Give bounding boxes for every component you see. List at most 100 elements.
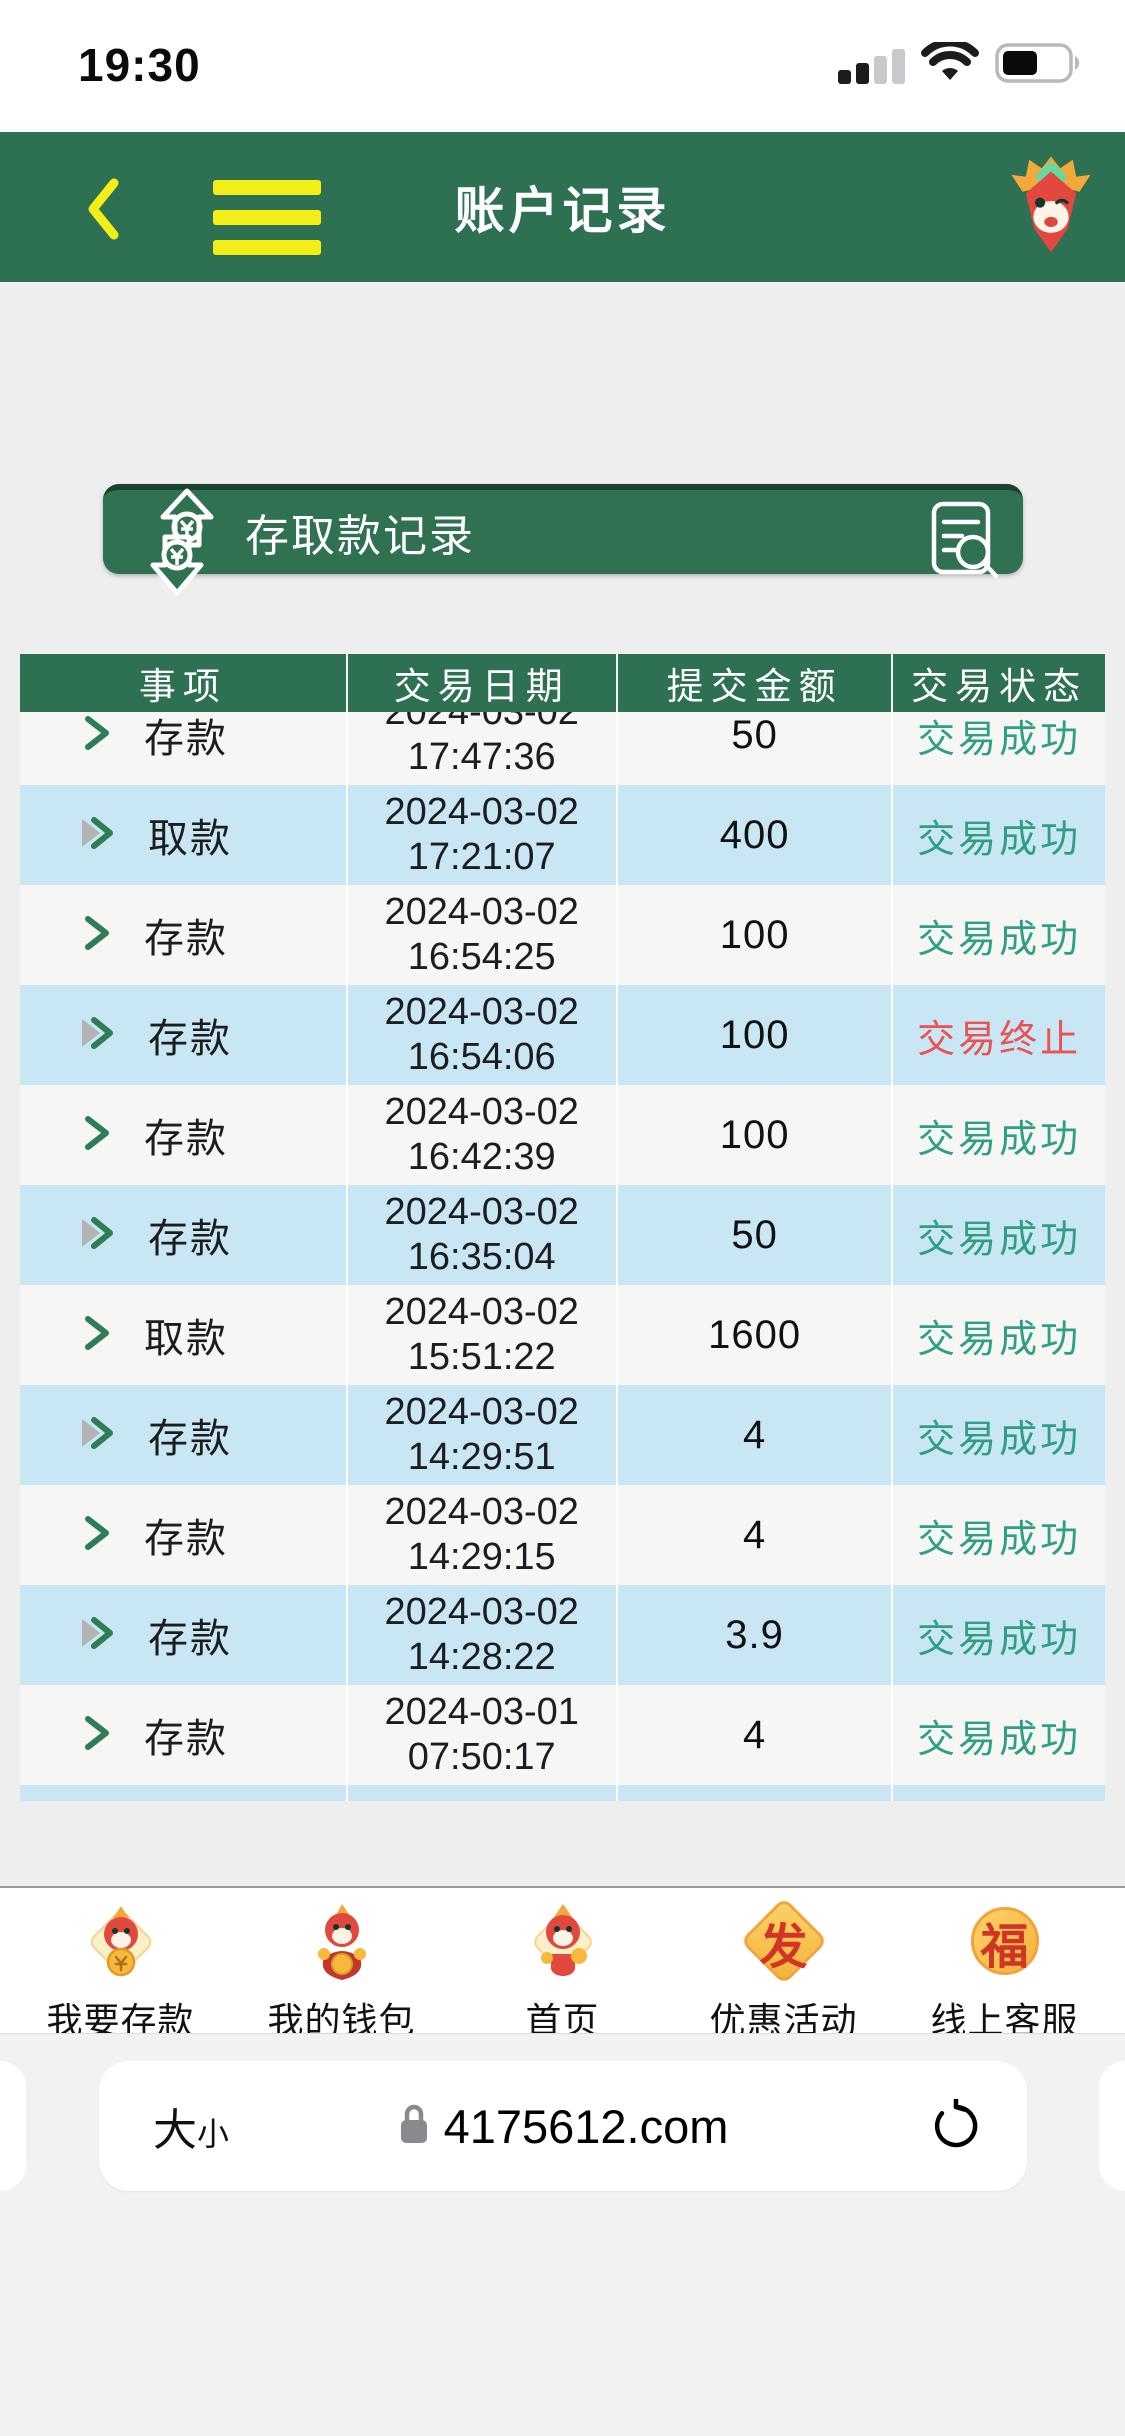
table-row[interactable]: 存款 2024-03-02 16:42:39 100 交易成功	[20, 1085, 1105, 1185]
status-bar: 19:30	[0, 0, 1125, 132]
table-row[interactable]: 存款 2024-03-02 17:47:36 50 交易成功	[20, 712, 1105, 785]
transaction-datetime: 2024-03-02 16:54:06	[384, 991, 579, 1078]
expand-arrow-icon[interactable]	[78, 1013, 118, 1058]
dragon-mascot-icon[interactable]	[1009, 156, 1093, 261]
transaction-amount: 4	[742, 1412, 767, 1457]
transaction-amount: 400	[719, 812, 790, 857]
table-header: 事项 交易日期 提交金额 交易状态	[20, 654, 1105, 712]
nav-item-deposit[interactable]: 我要存款	[16, 1896, 226, 2044]
transaction-datetime: 2024-03-02 14:29:51	[384, 1391, 579, 1478]
transaction-amount: 50	[731, 1212, 778, 1257]
table-row-partial	[20, 1785, 1105, 1801]
expand-chevron-icon[interactable]	[78, 1514, 114, 1557]
address-bar[interactable]: 大小 4175612.com	[99, 2061, 1027, 2191]
transaction-status: 交易成功	[917, 1318, 1082, 1361]
transaction-status: 交易成功	[917, 1718, 1082, 1761]
table-row[interactable]: 存款 2024-03-02 16:35:04 50 交易成功	[20, 1185, 1105, 1285]
expand-arrow-icon[interactable]	[78, 1413, 118, 1458]
service-icon: 福	[959, 1896, 1051, 1988]
transaction-status: 交易成功	[917, 1118, 1082, 1161]
table-row[interactable]: 存款 2024-03-02 16:54:25 100 交易成功	[20, 885, 1105, 985]
transaction-amount: 100	[719, 1112, 790, 1157]
search-records-icon[interactable]	[929, 500, 1001, 585]
transaction-datetime: 2024-03-02 14:28:22	[384, 1591, 579, 1678]
transaction-datetime: 2024-03-02 16:54:25	[384, 891, 579, 978]
page-body: 存取款记录 事项 交易日期 提交金额 交易状态	[0, 282, 1125, 1886]
transaction-amount: 4	[742, 1512, 767, 1557]
table-row[interactable]: 取款 2024-03-02 15:51:22 1600 交易成功	[20, 1285, 1105, 1385]
transaction-type: 存款	[148, 1417, 232, 1461]
service-glyph: 福	[980, 1921, 1029, 1974]
transaction-status: 交易成功	[917, 918, 1082, 961]
promo-glyph: 发	[759, 1921, 808, 1974]
expand-arrow-icon[interactable]	[78, 1613, 118, 1658]
transaction-amount: 100	[719, 1012, 790, 1057]
expand-arrow-icon[interactable]	[78, 1213, 118, 1258]
promo-icon: 发	[738, 1896, 830, 1988]
home-mascot-icon	[517, 1896, 609, 1988]
app-header: 账户记录	[0, 132, 1125, 282]
table-row[interactable]: 存款 2024-03-02 16:54:06 100 交易终止	[20, 985, 1105, 1085]
transaction-status: 交易成功	[917, 818, 1082, 861]
transaction-type: 存款	[144, 1717, 228, 1761]
nav-item-customer-service[interactable]: 福 线上客服	[900, 1896, 1110, 2044]
transaction-amount: 4	[742, 1712, 767, 1757]
expand-chevron-icon[interactable]	[78, 714, 114, 757]
column-header-amount: 提交金额	[618, 654, 894, 712]
table-row[interactable]: 存款 2024-03-02 14:29:15 4 交易成功	[20, 1485, 1105, 1585]
column-header-status: 交易状态	[911, 666, 1088, 707]
next-tab-fragment[interactable]	[1099, 2061, 1125, 2191]
deposit-mascot-icon	[75, 1896, 167, 1988]
transaction-datetime: 2024-03-02 14:29:15	[384, 1491, 579, 1578]
transaction-amount: 1600	[708, 1312, 802, 1357]
expand-arrow-icon[interactable]	[78, 813, 118, 858]
table-row[interactable]: 存款 2024-03-02 14:29:51 4 交易成功	[20, 1385, 1105, 1485]
transaction-status: 交易成功	[917, 1518, 1082, 1561]
menu-icon[interactable]	[213, 180, 321, 255]
transaction-datetime: 2024-03-02 17:21:07	[384, 791, 579, 878]
expand-chevron-icon[interactable]	[78, 1314, 114, 1357]
deposit-withdraw-records-banner[interactable]: 存取款记录	[103, 484, 1023, 595]
transaction-status: 交易成功	[917, 1218, 1082, 1261]
transaction-type: 存款	[144, 717, 228, 761]
transaction-status: 交易成功	[917, 1618, 1082, 1661]
transaction-type: 取款	[148, 817, 232, 861]
previous-tab-fragment[interactable]	[0, 2061, 26, 2191]
battery-icon	[995, 42, 1083, 89]
bottom-nav: 我要存款 我的钱包	[0, 1888, 1125, 2041]
banner-title: 存取款记录	[245, 512, 475, 561]
table-row[interactable]: 存款 2024-03-01 07:50:17 4 交易成功	[20, 1685, 1105, 1785]
transaction-type: 存款	[148, 1617, 232, 1661]
table-row[interactable]: 存款 2024-03-02 14:28:22 3.9 交易成功	[20, 1585, 1105, 1685]
nav-item-home[interactable]: 首页	[458, 1896, 668, 2044]
transaction-amount: 100	[719, 912, 790, 957]
status-icons	[838, 38, 1083, 89]
expand-chevron-icon[interactable]	[78, 914, 114, 957]
lock-icon	[398, 2102, 430, 2151]
transaction-type: 存款	[148, 1217, 232, 1261]
column-header-date: 交易日期	[348, 654, 618, 712]
transaction-status: 交易成功	[917, 1418, 1082, 1461]
wifi-icon	[921, 38, 979, 89]
transaction-type: 存款	[144, 917, 228, 961]
wallet-mascot-icon	[296, 1896, 388, 1988]
table-body: 存款 2024-03-02 17:47:36 50 交易成功	[20, 712, 1105, 1801]
transaction-type: 存款	[148, 1017, 232, 1061]
expand-chevron-icon[interactable]	[78, 1114, 114, 1157]
nav-divider	[0, 1886, 1125, 1888]
transaction-datetime: 2024-03-02 15:51:22	[384, 1291, 579, 1378]
transaction-datetime: 2024-03-02 16:35:04	[384, 1191, 579, 1278]
nav-item-promotions[interactable]: 发 优惠活动	[679, 1896, 889, 2044]
expand-chevron-icon[interactable]	[78, 1714, 114, 1757]
reload-icon[interactable]	[929, 2097, 983, 2158]
text-size-button[interactable]: 大小	[153, 2106, 230, 2155]
url-text: 4175612.com	[443, 2099, 729, 2153]
transaction-type: 取款	[144, 1317, 228, 1361]
table-row[interactable]: 取款 2024-03-02 17:21:07 400 交易成功	[20, 785, 1105, 885]
transaction-datetime: 2024-03-01 07:50:17	[384, 1691, 579, 1778]
nav-item-wallet[interactable]: 我的钱包	[237, 1896, 447, 2044]
transaction-amount: 50	[731, 712, 778, 757]
back-icon[interactable]	[84, 178, 124, 245]
transaction-datetime: 2024-03-02 16:42:39	[384, 1091, 579, 1178]
